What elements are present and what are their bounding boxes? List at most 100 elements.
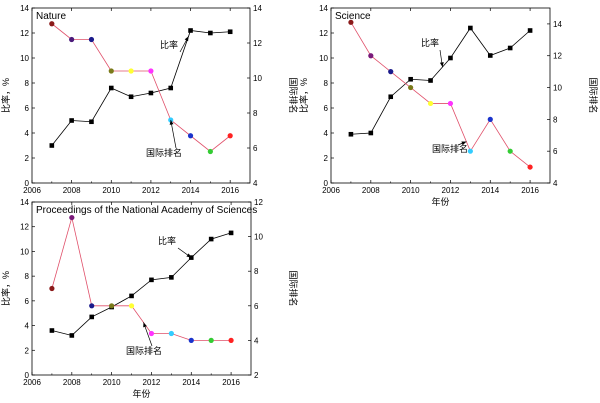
y-tick-label: 12 (20, 223, 29, 232)
x-tick-label: 2008 (63, 378, 81, 387)
data-point (408, 84, 414, 91)
data-point (447, 100, 454, 107)
y2-tick-label: 12 (254, 198, 263, 207)
y2-tick-label: 14 (253, 4, 262, 13)
data-point (168, 330, 174, 337)
data-point (448, 55, 453, 61)
y-tick-label: 10 (20, 54, 29, 63)
data-point (108, 68, 114, 74)
data-point (89, 314, 95, 320)
y-tick-label: 6 (25, 104, 30, 113)
x-tick-label: 2014 (481, 186, 499, 195)
y-tick-label: 6 (324, 104, 329, 113)
y2-tick-label: 4 (253, 179, 258, 188)
series-line (350, 27, 531, 135)
annotation-leader (170, 119, 177, 149)
y-tick-label: 4 (324, 129, 329, 138)
x-tick-label: 2012 (142, 186, 160, 195)
y-tick-label: 8 (25, 272, 30, 281)
y-axis-title: 比率，% (0, 78, 11, 113)
y2-tick-label: 4 (254, 336, 259, 345)
annotation-label: 比率 (160, 39, 178, 50)
data-point (148, 68, 154, 74)
data-point (69, 118, 74, 123)
data-point (168, 117, 174, 123)
series-ratio (49, 28, 233, 148)
y2-tick-label: 10 (254, 233, 263, 242)
series-ratio (49, 230, 234, 338)
series-line (51, 30, 231, 146)
annotation-label: 比率 (158, 235, 176, 246)
x-tick-label: 2006 (23, 378, 41, 387)
data-point (168, 85, 174, 91)
y-tick-label: 8 (25, 79, 30, 88)
chart-panel-3: 2006 2008 2010 2012 2014 2016 0 2 4 6 8 10 12 14 2 4 6 8 1… (0, 198, 299, 399)
x-tick-label: 2006 (23, 186, 41, 195)
data-point (69, 333, 75, 338)
data-point (69, 214, 75, 221)
data-point (148, 90, 154, 96)
x-tick-label: 2016 (222, 378, 240, 387)
y2-axis-title: 国际排名 (288, 77, 299, 113)
data-point (388, 69, 394, 75)
y2-tick-label: 8 (254, 267, 259, 276)
annotation-label: 比率 (421, 37, 439, 48)
data-point (148, 330, 155, 337)
data-point (487, 116, 493, 122)
data-point (507, 45, 513, 51)
data-point (89, 119, 94, 125)
y-tick-label: 0 (25, 371, 30, 380)
data-point (427, 100, 434, 107)
data-point (527, 164, 533, 170)
data-point (428, 78, 433, 83)
data-point (188, 337, 194, 343)
data-point (348, 131, 354, 137)
data-point (467, 148, 473, 154)
data-point (507, 148, 513, 154)
series-rank (49, 21, 233, 155)
y-tick-label: 12 (20, 29, 29, 38)
series-line (51, 232, 232, 336)
annotation-label: 国际排名 (146, 147, 182, 158)
x-tick-label: 2008 (63, 186, 81, 195)
y-tick-label: 12 (319, 29, 328, 38)
annotation-arrowhead (439, 62, 444, 67)
y-tick-label: 2 (324, 154, 329, 163)
y-tick-label: 0 (25, 179, 30, 188)
x-tick-label: 2014 (182, 186, 200, 195)
y-axis-title: 比率，% (0, 271, 11, 306)
y-tick-label: 4 (25, 322, 30, 331)
x-tick-label: 2006 (322, 186, 340, 195)
y2-tick-label: 8 (253, 109, 258, 118)
annotation-arrowhead (169, 120, 174, 125)
x-tick-label: 2014 (182, 378, 200, 387)
y-axis-title: 比率，% (298, 78, 309, 113)
y2-tick-label: 8 (553, 115, 558, 124)
data-point (89, 303, 95, 309)
data-point (128, 94, 134, 100)
data-point (468, 25, 473, 31)
y2-tick-label: 6 (553, 147, 558, 156)
data-point (49, 285, 55, 292)
annotation-arrowhead (461, 141, 467, 146)
data-point (49, 143, 55, 148)
y2-tick-label: 6 (253, 144, 258, 153)
data-point (368, 53, 374, 59)
x-tick-label: 2012 (143, 378, 161, 387)
data-point (169, 275, 174, 280)
x-tick-label: 2016 (221, 186, 239, 195)
series-line (350, 22, 531, 168)
data-point (88, 36, 95, 43)
annotation-arrowhead (186, 253, 192, 258)
series-line (51, 217, 232, 341)
annotation-arrowhead (184, 36, 189, 42)
data-point (187, 133, 194, 139)
y-tick-label: 6 (25, 297, 30, 306)
data-point (129, 293, 134, 299)
data-point (188, 28, 193, 33)
data-point (49, 328, 55, 333)
panel-title: Science (335, 11, 371, 22)
data-point (227, 29, 233, 35)
data-point (388, 94, 394, 100)
